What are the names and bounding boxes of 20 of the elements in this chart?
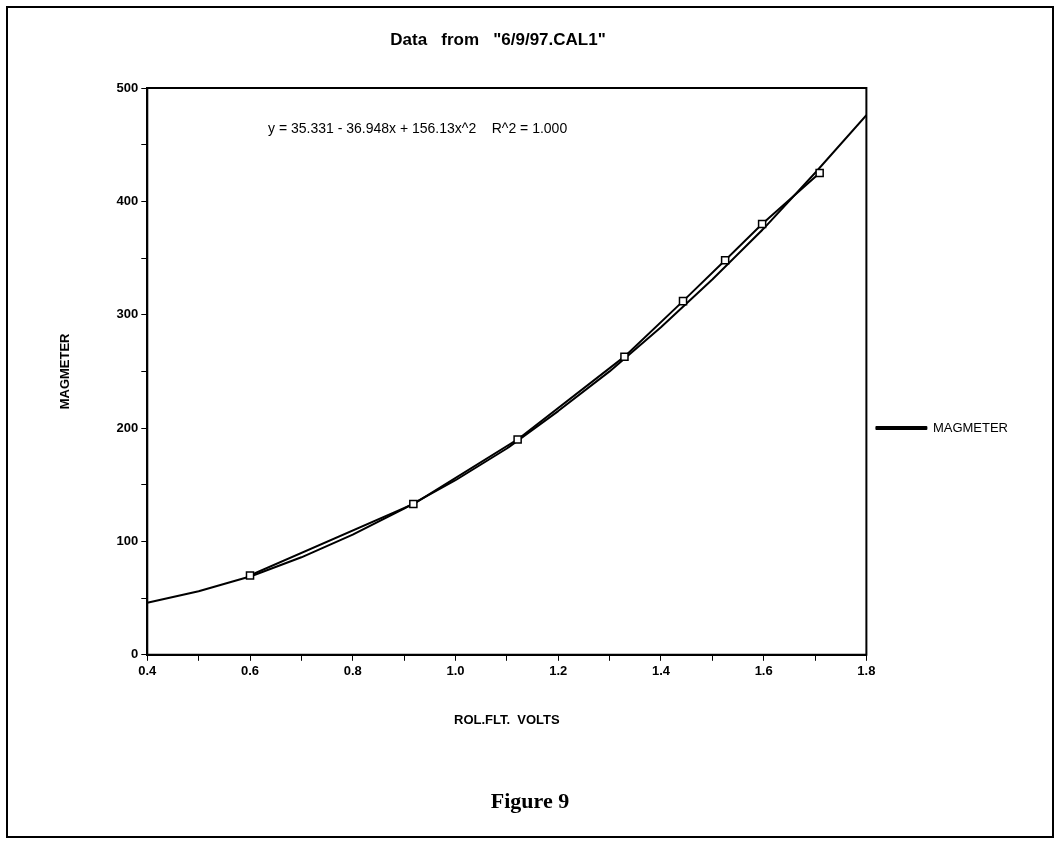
x-tick-label: 0.6 — [240, 663, 260, 679]
x-tick-label: 0.4 — [138, 663, 158, 679]
y-tick-label: 500 — [116, 79, 139, 95]
caption: Figure 9 — [489, 788, 571, 814]
y-axis-title: MAGMETER — [57, 332, 73, 410]
x-tick-label: 1.0 — [446, 663, 465, 679]
x-tick-label: 1.4 — [651, 663, 671, 679]
y-tick-label: 200 — [116, 419, 139, 435]
y-tick-label: 100 — [116, 533, 139, 549]
legend-label: MAGMETER — [932, 419, 1009, 435]
annotation: y = 35.331 - 36.948x + 156.13x^2 R^2 = 1.000 — [268, 120, 568, 136]
y-tick-label: 0 — [131, 646, 139, 662]
y-tick-label: 300 — [116, 306, 139, 322]
x-axis-title: ROL.FLT. VOLTS — [454, 711, 560, 727]
x-tick-label: 0.8 — [343, 663, 362, 679]
x-tick-label: 1.8 — [857, 663, 876, 679]
y-tick-label: 400 — [116, 192, 139, 208]
chart-title: Data from "6/9/97.CAL1" — [389, 30, 607, 50]
x-tick-label: 1.6 — [754, 663, 773, 679]
x-tick-label: 1.2 — [549, 663, 568, 679]
